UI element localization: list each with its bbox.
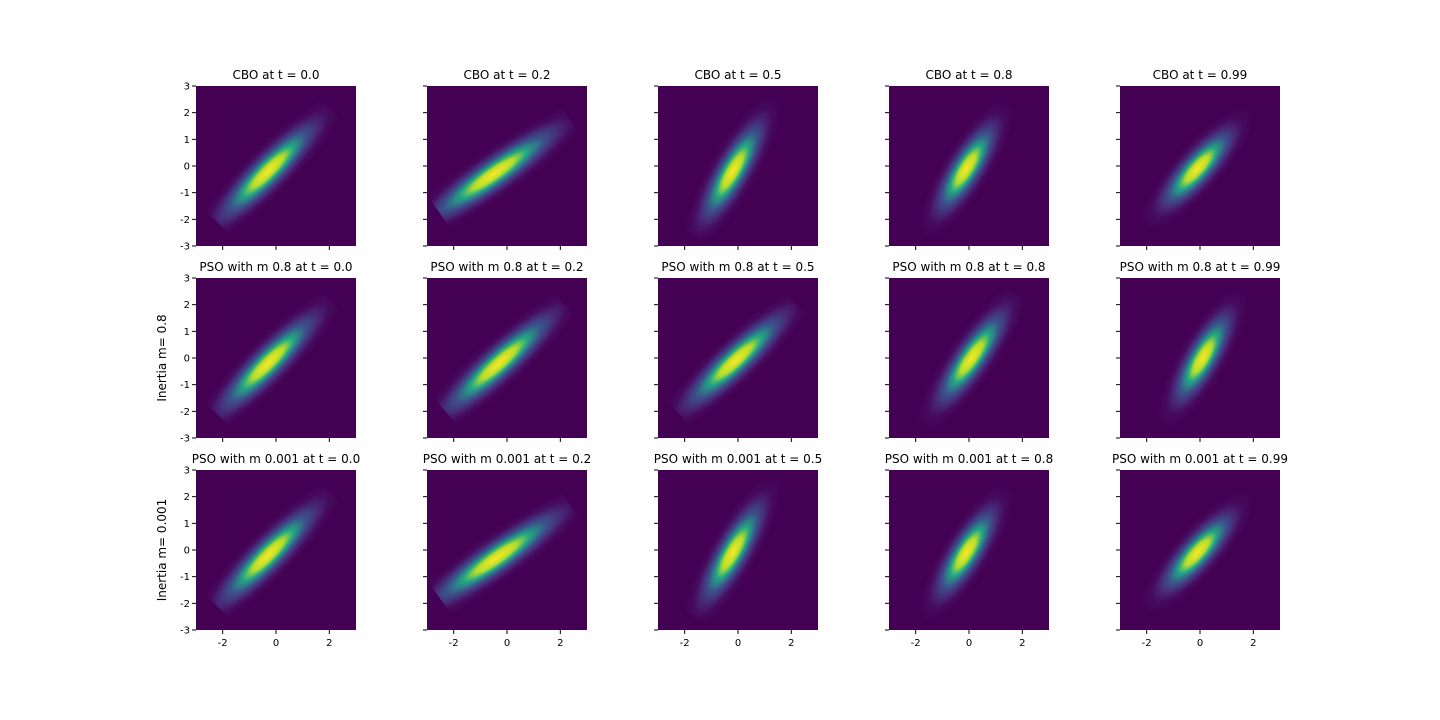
panel-title: CBO at t = 0.2	[463, 68, 550, 82]
density	[397, 486, 596, 630]
panel-title: CBO at t = 0.8	[925, 68, 1012, 82]
panel-title: CBO at t = 0.0	[232, 68, 319, 82]
x-tick-label: 0	[273, 638, 279, 649]
panel: PSO with m 0.8 at t = 0.5	[654, 260, 818, 442]
x-tick-label: 2	[1019, 638, 1025, 649]
y-axis-label: Inertia m= 0.8	[155, 314, 169, 401]
panel-title: PSO with m 0.001 at t = 0.2	[423, 452, 591, 466]
y-tick-label: 2	[184, 300, 190, 311]
panel: CBO at t = 0.2	[394, 68, 593, 250]
x-tick-label: 2	[326, 638, 332, 649]
panel-title: PSO with m 0.8 at t = 0.5	[661, 260, 814, 274]
x-tick-label: 0	[504, 638, 510, 649]
panel: CBO at t = 0.0 -3 -2 -1 0 1 2 3	[180, 68, 356, 253]
y-tick-label: 2	[184, 108, 190, 119]
x-tick-label: 2	[1250, 638, 1256, 649]
y-tick-label: 3	[184, 82, 190, 93]
x-tick-label: -2	[680, 638, 690, 649]
density	[684, 475, 782, 630]
panel-title: PSO with m 0.8 at t = 0.0	[199, 260, 352, 274]
panel: PSO with m 0.001 at t = 0.8 -2 0 2	[885, 452, 1053, 649]
panel: CBO at t = 0.99	[1116, 68, 1280, 250]
y-tick-label: 0	[184, 162, 190, 173]
y-tick-label: 1	[184, 327, 190, 338]
y-tick-label: -1	[180, 572, 190, 583]
y-tick-label: -1	[180, 188, 190, 199]
panel-title: PSO with m 0.001 at t = 0.0	[192, 452, 360, 466]
density	[1140, 107, 1254, 231]
y-tick-label: 0	[184, 546, 190, 557]
density	[1140, 491, 1254, 615]
y-tick-label: -2	[180, 215, 190, 226]
y-tick-label: -2	[180, 599, 190, 610]
x-tick-label: 0	[966, 638, 972, 649]
panel: PSO with m 0.8 at t = 0.2	[414, 260, 587, 442]
y-tick-label: 2	[184, 492, 190, 503]
panel-title: CBO at t = 0.5	[694, 68, 781, 82]
density	[919, 99, 1014, 238]
panel-title: PSO with m 0.001 at t = 0.99	[1112, 452, 1288, 466]
y-tick-label: -1	[180, 380, 190, 391]
panel-title: CBO at t = 0.99	[1153, 68, 1248, 82]
y-tick-label: -2	[180, 407, 190, 418]
y-tick-label: -3	[180, 626, 190, 637]
panel: PSO with m 0.8 at t = 0.99	[1116, 260, 1280, 442]
y-tick-label: 1	[184, 135, 190, 146]
x-tick-label: 0	[1197, 638, 1203, 649]
density	[919, 483, 1014, 622]
panel: PSO with m 0.001 at t = 0.99 -2 0 2	[1112, 452, 1288, 649]
y-axis-label: Inertia m= 0.001	[155, 499, 169, 602]
panel: PSO with m 0.8 at t = 0.8	[885, 260, 1049, 442]
density	[394, 102, 593, 246]
density	[192, 479, 344, 631]
panel: CBO at t = 0.5	[654, 68, 818, 250]
x-tick-label: -2	[911, 638, 921, 649]
panel: CBO at t = 0.8	[885, 68, 1049, 250]
panel-title: PSO with m 0.8 at t = 0.2	[430, 260, 583, 274]
x-tick-label: 0	[735, 638, 741, 649]
x-tick-label: -2	[218, 638, 228, 649]
y-tick-label: 0	[184, 354, 190, 365]
y-tick-label: 3	[184, 466, 190, 477]
x-tick-label: 2	[788, 638, 794, 649]
density	[414, 286, 584, 441]
x-tick-label: -2	[449, 638, 459, 649]
y-tick-label: 1	[184, 519, 190, 530]
panel-title: PSO with m 0.8 at t = 0.99	[1120, 260, 1281, 274]
density	[192, 95, 344, 247]
panel: PSO with m 0.001 at t = 0.5 -2 0 2	[654, 452, 822, 649]
density	[1157, 287, 1248, 429]
panel: PSO with m 0.001 at t = 0.0 -2 0 2 -3 -2 -1 0 1 2…	[155, 452, 360, 649]
panel: PSO with m 0.001 at t = 0.2 -2 0 2	[397, 452, 596, 649]
panel-title: PSO with m 0.001 at t = 0.5	[654, 452, 822, 466]
density	[917, 284, 1026, 432]
y-tick-label: -3	[180, 242, 190, 253]
x-tick-label: 2	[557, 638, 563, 649]
density	[192, 287, 344, 439]
density	[657, 287, 814, 434]
density	[684, 94, 782, 249]
panel-title: PSO with m 0.8 at t = 0.8	[892, 260, 1045, 274]
panel: PSO with m 0.8 at t = 0.0 -3 -2 -1 0 1 2 3 Inert…	[155, 260, 356, 445]
y-tick-label: 3	[184, 274, 190, 285]
y-tick-label: -3	[180, 434, 190, 445]
x-tick-label: -2	[1142, 638, 1152, 649]
panel-title: PSO with m 0.001 at t = 0.8	[885, 452, 1053, 466]
